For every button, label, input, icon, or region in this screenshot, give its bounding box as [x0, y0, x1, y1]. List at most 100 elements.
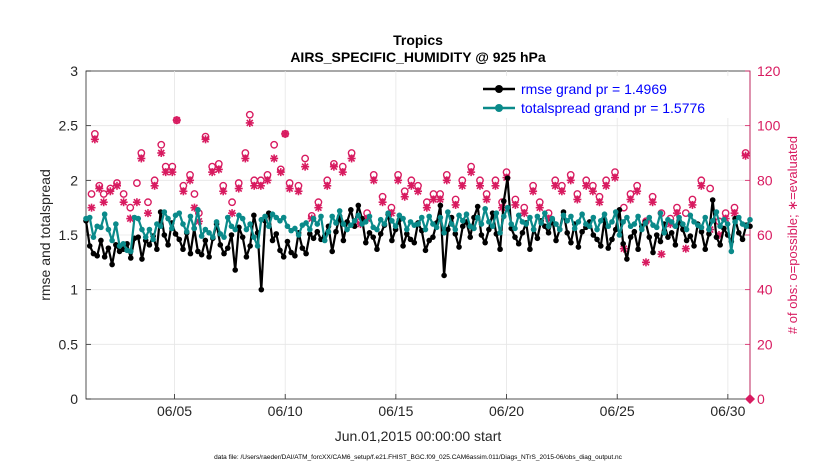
asterisk-stroke	[162, 168, 170, 176]
asterisk-stroke	[467, 168, 475, 176]
data-series	[83, 175, 753, 293]
totalspread-point	[736, 214, 742, 221]
y-tick-label: 1.5	[59, 227, 79, 243]
totalspread-point	[355, 212, 362, 219]
rmse-point	[277, 247, 283, 254]
asterisk-stroke	[626, 195, 635, 204]
rmse-point	[247, 243, 253, 249]
totalspread-point	[631, 221, 638, 227]
obs-evaluated-marker	[137, 154, 146, 163]
obs-evaluated-marker	[551, 181, 560, 190]
totalspread-point	[471, 225, 477, 232]
rmse-point	[314, 228, 321, 235]
totalspread-point	[422, 226, 429, 233]
totalspread-point	[336, 208, 343, 214]
rmse-point	[94, 252, 100, 259]
rmse-point	[284, 238, 291, 245]
rmse-point	[441, 272, 447, 279]
obs-evaluated-marker	[281, 129, 290, 138]
rmse-point	[653, 232, 660, 238]
rmse-point	[594, 236, 600, 243]
rmse-point	[362, 239, 369, 246]
asterisk-stroke	[688, 201, 697, 209]
legend-marker-rmse	[495, 85, 503, 93]
totalspread-point	[504, 204, 511, 211]
totalspread-point	[213, 219, 220, 225]
obs-evaluated-marker	[688, 200, 697, 209]
asterisk-stroke	[270, 154, 278, 163]
rmse-point	[706, 231, 712, 237]
totalspread-point	[307, 226, 313, 233]
rmse-point	[575, 244, 582, 250]
rmse-point	[176, 236, 183, 243]
obs-possible-marker	[157, 140, 166, 149]
totalspread-point	[549, 215, 556, 222]
asterisk-stroke	[87, 204, 96, 212]
rmse-point	[687, 233, 694, 239]
y-axis-label: rmse and totalspread	[37, 169, 53, 301]
rmse-point	[374, 246, 380, 253]
axis-ticks: 06/05 06/10 06/15 06/20 06/25 06/30 0 0.5 1 1.5 2 2…	[59, 63, 781, 419]
totalspread-point	[161, 209, 168, 215]
asterisk-stroke	[257, 182, 265, 190]
totalspread-point	[661, 230, 668, 236]
totalspread-point	[146, 226, 153, 233]
obs-evaluated-marker	[106, 187, 115, 196]
totalspread-point	[486, 219, 492, 225]
rmse-point	[165, 242, 171, 248]
totalspread-point	[590, 214, 597, 221]
asterisk-stroke	[106, 187, 114, 195]
totalspread-point	[474, 214, 481, 221]
totalspread-point	[568, 213, 574, 220]
rmse-point	[545, 230, 552, 236]
rmse-point	[486, 226, 492, 233]
totalspread-point	[642, 220, 649, 226]
chart-subtitle: AIRS_SPECIFIC_HUMIDITY @ 925 hPa	[290, 49, 546, 65]
asterisk-stroke	[602, 182, 610, 190]
totalspread-point	[86, 214, 93, 221]
totalspread-point	[672, 223, 679, 230]
totalspread-point	[381, 221, 388, 227]
totalspread-point	[333, 220, 339, 226]
totalspread-point	[542, 210, 548, 216]
totalspread-point	[724, 221, 731, 227]
totalspread-point	[90, 234, 97, 240]
obs-evaluated-marker	[270, 154, 279, 163]
rmse-point	[221, 250, 227, 257]
totalspread-point	[687, 212, 694, 219]
totalspread-point	[400, 215, 406, 222]
asterisk-stroke	[394, 176, 402, 184]
obs-evaluated-marker	[112, 181, 121, 190]
obs-evaluated-marker	[150, 181, 159, 190]
legend-marker-totalspread	[495, 104, 503, 112]
totalspread-point	[254, 243, 261, 249]
obs-evaluated-marker	[414, 187, 422, 196]
rmse-point	[504, 175, 511, 181]
totalspread-point	[430, 221, 436, 227]
rmse-point	[527, 246, 533, 253]
obs-evaluated-marker	[172, 116, 181, 125]
legend: rmse grand pr = 1.4969 totalspread grand…	[478, 76, 744, 118]
rmse-point	[217, 242, 224, 248]
totalspread-point	[497, 230, 503, 236]
totalspread-point	[236, 212, 242, 219]
rmse-point	[683, 237, 690, 244]
asterisk-stroke	[294, 187, 303, 195]
rmse-point	[370, 234, 377, 240]
rmse-point	[620, 240, 626, 247]
rmse-point	[691, 243, 697, 249]
totalspread-point	[262, 213, 268, 220]
totalspread-point	[601, 211, 608, 218]
totalspread-point	[657, 210, 664, 216]
x-axis-label: Jun.01,2015 00:00:00 start	[335, 428, 502, 444]
rmse-point	[232, 267, 239, 273]
obs-evaluated-marker	[90, 135, 99, 144]
rmse-point	[161, 232, 168, 238]
totalspread-point	[269, 211, 276, 218]
rmse-point	[310, 235, 317, 242]
asterisk-stroke	[190, 204, 199, 212]
totalspread-point	[251, 234, 257, 240]
rmse-point	[519, 230, 526, 236]
asterisk-stroke	[173, 116, 181, 124]
totalspread-point	[221, 234, 227, 240]
